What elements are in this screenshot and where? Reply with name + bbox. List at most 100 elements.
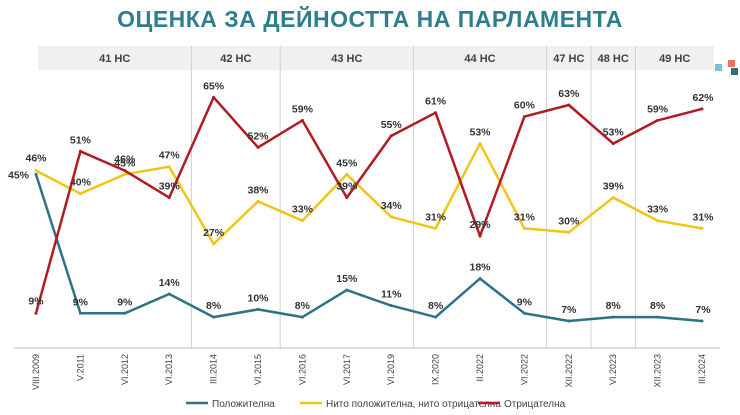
data-label: 11% (381, 289, 402, 301)
data-label: 51% (70, 134, 92, 146)
data-label: 39% (603, 181, 625, 193)
series-line (34, 174, 703, 323)
data-label: 31% (692, 211, 714, 223)
data-point (78, 192, 82, 196)
data-label: 45% (8, 169, 30, 181)
data-point (167, 165, 171, 169)
data-point (611, 196, 615, 200)
data-point (478, 142, 482, 146)
data-label: 29% (469, 219, 491, 231)
legend-label: Положителна (212, 399, 275, 410)
data-label: 39% (159, 181, 181, 193)
data-point (34, 169, 38, 173)
data-label: 65% (203, 80, 225, 92)
data-label: 63% (558, 88, 580, 100)
data-label: 31% (514, 211, 536, 223)
x-tick-label: V.2011 (75, 354, 85, 381)
data-label: 59% (647, 103, 669, 115)
data-point (34, 172, 38, 176)
data-point (123, 172, 127, 176)
data-label: 15% (336, 273, 358, 285)
data-point (611, 315, 615, 319)
data-point (478, 277, 482, 281)
x-tick-label: IX.2020 (431, 354, 441, 385)
data-label: 9% (117, 296, 133, 308)
data-point (256, 145, 260, 149)
parliament-label: 43 НС (331, 53, 362, 65)
data-label: 47% (159, 150, 181, 162)
data-point (345, 172, 349, 176)
data-label: 30% (558, 215, 580, 227)
x-tick-label: VI.2013 (164, 354, 174, 385)
x-tick-label: XII.2023 (653, 354, 663, 388)
data-label: 61% (425, 96, 447, 108)
x-tick-label: VI.2012 (120, 354, 130, 385)
x-tick-label: XII.2022 (564, 354, 574, 388)
data-label: 45% (114, 157, 136, 169)
data-point (167, 292, 171, 296)
legend-label: Отрицателна (504, 399, 566, 410)
data-point (389, 304, 393, 308)
data-label: 8% (650, 300, 666, 312)
x-tick-label: VIII.2009 (31, 354, 41, 390)
data-label: 27% (203, 227, 225, 239)
data-label: 33% (647, 204, 669, 216)
x-tick-label: II.2022 (475, 354, 485, 382)
data-label: 53% (603, 127, 625, 139)
data-label: 8% (428, 300, 444, 312)
data-point (212, 242, 216, 246)
data-label: 52% (247, 130, 269, 142)
series-line (35, 142, 703, 246)
data-point (78, 311, 82, 315)
x-tick-label: VI.2022 (519, 354, 529, 385)
data-point (256, 307, 260, 311)
data-point (345, 196, 349, 200)
series-line (34, 96, 703, 314)
parliament-label: 49 НС (659, 53, 690, 65)
data-label: 7% (695, 304, 711, 316)
data-point (611, 142, 615, 146)
data-label: 8% (295, 300, 311, 312)
data-point (167, 196, 171, 200)
data-label: 55% (381, 119, 403, 131)
data-label: 45% (336, 157, 358, 169)
data-point (389, 134, 393, 138)
data-label: 8% (206, 300, 222, 312)
legend-label: Нито положителна, нито отрицателна (326, 399, 501, 410)
x-tick-label: VI.2015 (253, 354, 263, 385)
data-label: 31% (425, 211, 447, 223)
data-point (300, 315, 304, 319)
data-label: 60% (514, 100, 536, 112)
x-tick-label: VI.2016 (297, 354, 307, 385)
data-point (212, 315, 216, 319)
parliament-header-band (38, 46, 714, 70)
data-label: 33% (292, 204, 314, 216)
x-tick-label: III.2024 (697, 354, 707, 384)
data-point (434, 111, 438, 115)
data-point (522, 115, 526, 119)
data-label: 8% (606, 300, 622, 312)
parliament-label: 42 НС (220, 53, 251, 65)
data-point (389, 215, 393, 219)
data-point (434, 226, 438, 230)
data-label: 46% (25, 153, 47, 165)
data-point (567, 103, 571, 107)
data-label: 38% (247, 184, 269, 196)
data-point (345, 288, 349, 292)
decorative-square-light-teal (715, 64, 722, 71)
x-tick-label: VI.2017 (342, 354, 352, 385)
data-label: 40% (70, 177, 92, 189)
parliament-label: 48 НС (598, 53, 629, 65)
data-point (300, 219, 304, 223)
data-point (256, 199, 260, 203)
data-label: 9% (517, 296, 533, 308)
parliament-label: 41 НС (99, 53, 130, 65)
data-point (522, 226, 526, 230)
parliament-label: 47 НС (553, 53, 584, 65)
data-point (567, 319, 571, 323)
decorative-square-dark-teal (731, 68, 738, 75)
data-point (123, 169, 127, 173)
data-point (478, 234, 482, 238)
x-tick-label: VI.2023 (608, 354, 618, 385)
